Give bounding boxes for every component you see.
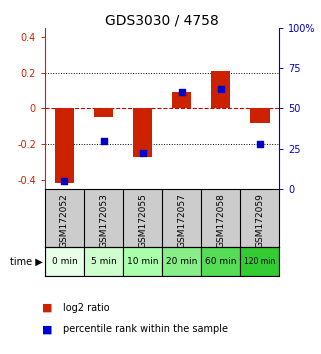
Text: percentile rank within the sample: percentile rank within the sample	[63, 324, 228, 334]
Bar	[94, 108, 113, 118]
Bar	[211, 71, 230, 108]
Bar	[45, 247, 84, 276]
Text: ■: ■	[42, 324, 52, 334]
Bar	[250, 108, 270, 123]
Point	[62, 178, 67, 183]
Bar	[133, 108, 152, 156]
Point	[218, 86, 223, 92]
Text: time ▶: time ▶	[10, 257, 43, 267]
Text: log2 ratio: log2 ratio	[63, 303, 109, 313]
Text: 10 min: 10 min	[127, 257, 158, 266]
Text: 60 min: 60 min	[205, 257, 237, 266]
Bar	[123, 247, 162, 276]
Text: 0 min: 0 min	[52, 257, 77, 266]
Text: GSM172059: GSM172059	[255, 193, 264, 248]
Bar	[201, 247, 240, 276]
Text: GSM172052: GSM172052	[60, 193, 69, 248]
Bar	[240, 247, 279, 276]
Text: GSM172053: GSM172053	[99, 193, 108, 248]
Point	[140, 150, 145, 156]
Text: ■: ■	[42, 303, 52, 313]
Point	[101, 138, 106, 143]
Point	[257, 141, 262, 147]
Bar	[55, 108, 74, 183]
Text: 120 min: 120 min	[244, 257, 275, 266]
Point	[179, 90, 184, 95]
Bar	[172, 92, 191, 108]
Text: GSM172057: GSM172057	[177, 193, 186, 248]
Text: 5 min: 5 min	[91, 257, 117, 266]
Text: GSM172058: GSM172058	[216, 193, 225, 248]
Title: GDS3030 / 4758: GDS3030 / 4758	[105, 13, 219, 27]
Bar	[162, 247, 201, 276]
Text: GSM172055: GSM172055	[138, 193, 147, 248]
Text: 20 min: 20 min	[166, 257, 197, 266]
Bar	[84, 247, 123, 276]
